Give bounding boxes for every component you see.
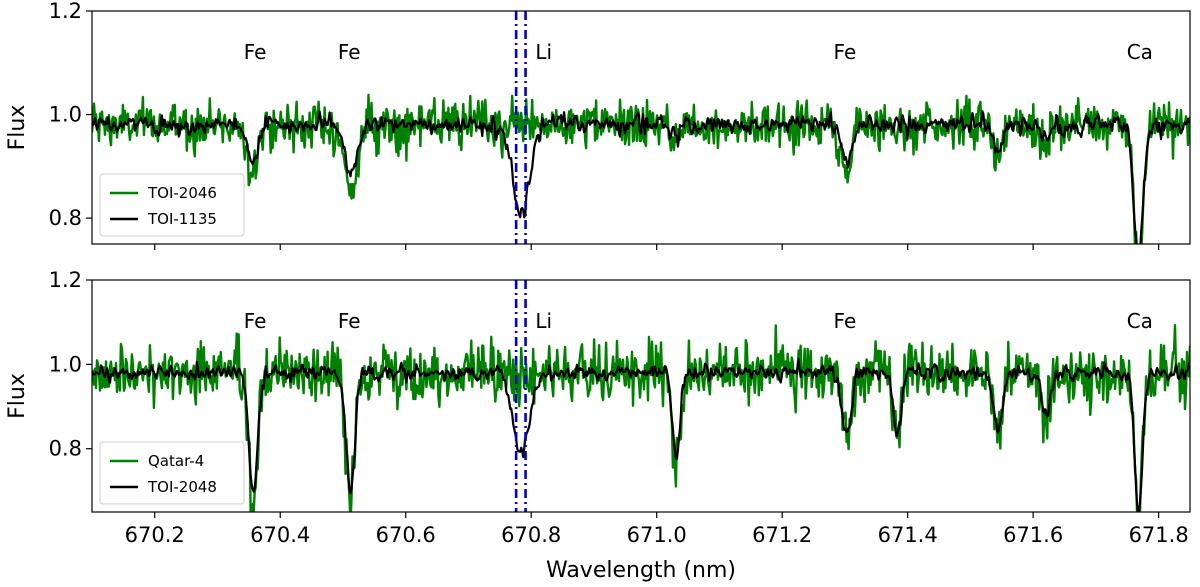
series-line-TOI-2046 <box>92 93 1190 244</box>
x-tick-label: 670.8 <box>501 523 561 547</box>
series-line-TOI-1135 <box>92 110 1190 244</box>
line-label-li-3: Li <box>535 40 552 64</box>
legend: Qatar-4 TOI-2048 <box>99 441 245 505</box>
x-tick-label: 671.0 <box>627 523 687 547</box>
line-label-fe-2: Fe <box>338 40 361 64</box>
legend-entry: TOI-1135 <box>147 210 217 228</box>
y-tick-label: 0.8 <box>49 437 82 461</box>
x-tick-label: 670.6 <box>376 523 436 547</box>
line-label-fe-4: Fe <box>834 40 857 64</box>
axes-frame <box>91 279 1191 513</box>
legend-entry: Qatar-4 <box>148 452 204 470</box>
x-tick-label: 671.6 <box>1003 523 1063 547</box>
line-label-fe-1: Fe <box>244 309 267 333</box>
legend-box <box>99 173 245 237</box>
y-tick-label: 1.2 <box>49 0 82 23</box>
plot-area <box>92 323 1190 512</box>
x-tick-label: 671.4 <box>878 523 938 547</box>
panel-top: Fe Fe Li Fe Ca 0.8 1.0 1.2 Flux TOI-2046 TOI-1135 <box>5 0 1191 250</box>
line-label-ca-5: Ca <box>1127 309 1153 333</box>
y-tick-label: 1.0 <box>49 103 82 127</box>
y-tick-label: 0.8 <box>49 206 82 230</box>
legend: TOI-2046 TOI-1135 <box>99 173 245 237</box>
legend-box <box>99 441 245 505</box>
x-tick-label: 670.4 <box>250 523 310 547</box>
line-label-li-3: Li <box>535 309 552 333</box>
x-tick-label: 670.2 <box>125 523 185 547</box>
line-label-fe-4: Fe <box>834 309 857 333</box>
line-label-ca-5: Ca <box>1127 40 1153 64</box>
legend-entry: TOI-2046 <box>147 184 217 202</box>
axes-frame <box>91 10 1191 245</box>
line-label-fe-1: Fe <box>244 40 267 64</box>
panel-bottom: Fe Fe Li Fe Ca 0.8 1.0 1.2 670.2 670.4 670.6 670.8 6… <box>5 268 1191 583</box>
line-label-fe-2: Fe <box>338 309 361 333</box>
y-tick-label: 1.2 <box>49 268 82 292</box>
x-axis-label: Wavelength (nm) <box>546 558 736 583</box>
x-tick-label: 671.2 <box>752 523 812 547</box>
plot-area <box>92 93 1190 244</box>
y-axis-label: Flux <box>5 373 30 419</box>
series-line-TOI-2048 <box>92 358 1190 512</box>
y-tick-label: 1.0 <box>49 352 82 376</box>
legend-entry: TOI-2048 <box>147 478 217 496</box>
x-tick-label: 671.8 <box>1129 523 1189 547</box>
y-axis-label: Flux <box>5 105 30 151</box>
